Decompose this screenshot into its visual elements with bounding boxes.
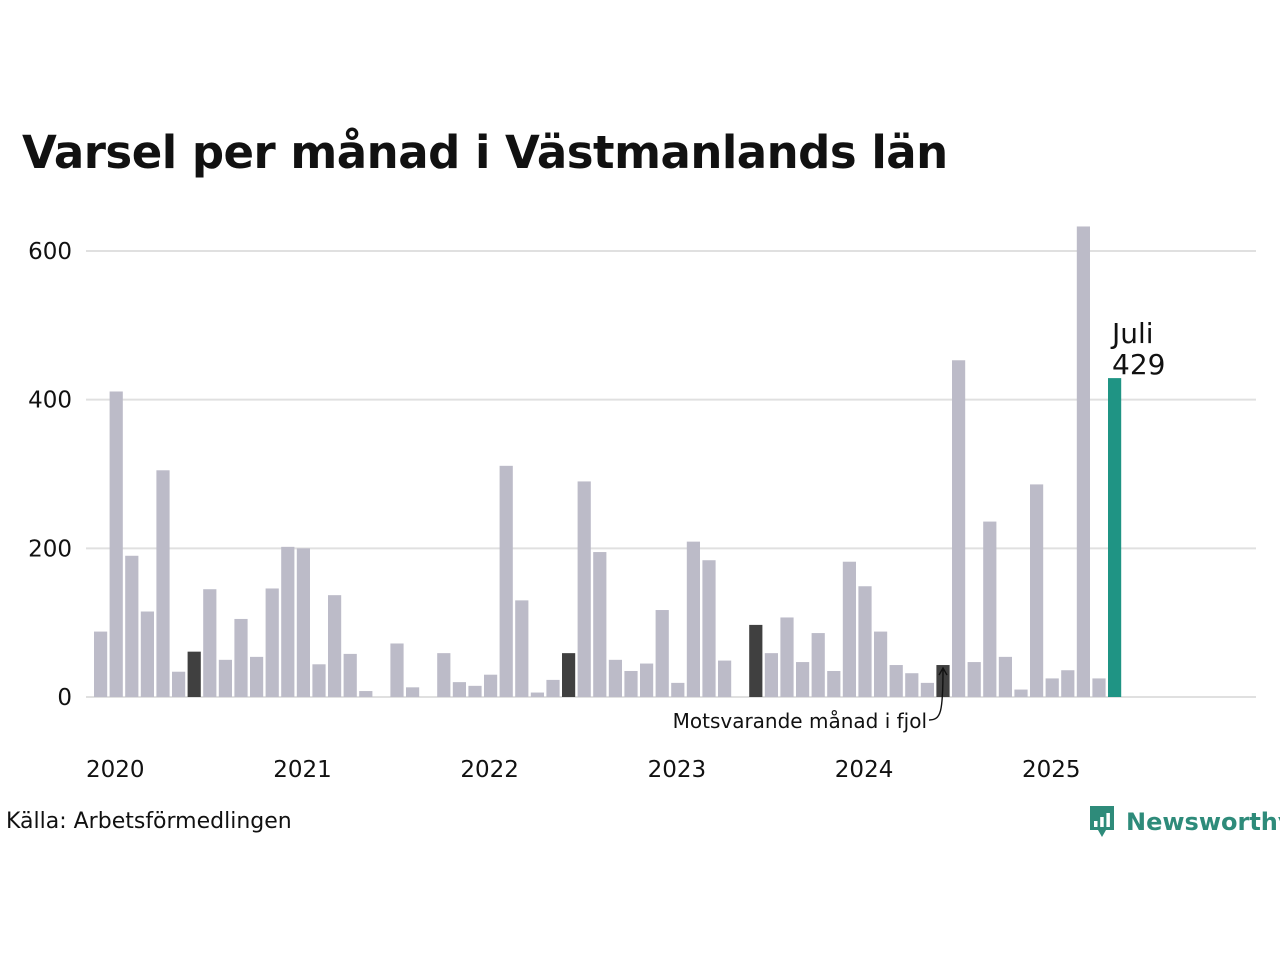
- bar: [234, 618, 248, 697]
- bar: [94, 631, 108, 697]
- highlight-label: Juli 429: [1110, 317, 1165, 381]
- bar: [920, 682, 934, 697]
- bar: [265, 588, 279, 697]
- bar: [484, 674, 498, 697]
- bar: [608, 659, 622, 697]
- gridlines: [86, 250, 1256, 698]
- bar: [811, 633, 825, 697]
- bar: [343, 653, 357, 697]
- y-tick-label: 600: [28, 239, 72, 265]
- bar: [858, 586, 872, 697]
- comparison-annotation: Motsvarande månad i fjol: [673, 709, 927, 733]
- x-tick-label: 2020: [86, 757, 145, 783]
- bar: [328, 595, 342, 697]
- bar: [546, 679, 560, 697]
- bar: [1030, 484, 1044, 697]
- annotation-group: Motsvarande månad i fjol: [673, 666, 948, 733]
- bar: [842, 561, 856, 697]
- comparison-bar: [562, 653, 576, 697]
- bar: [1045, 678, 1059, 697]
- bar: [203, 589, 217, 697]
- y-tick-label: 0: [57, 685, 72, 711]
- bar: [218, 659, 232, 697]
- bar: [889, 665, 903, 697]
- bar: [296, 548, 310, 697]
- bar: [827, 670, 841, 697]
- bar: [156, 470, 170, 697]
- y-axis-ticks: 0 200 400 600: [28, 239, 72, 711]
- bar: [172, 671, 186, 697]
- bar: [998, 656, 1012, 697]
- bar: [1076, 226, 1090, 697]
- highlight-month-label: Juli: [1110, 317, 1154, 350]
- bar: [764, 653, 778, 697]
- newsworthy-logo-icon: [1090, 806, 1114, 837]
- comparison-bar: [187, 651, 201, 697]
- bars: [94, 226, 1122, 697]
- x-tick-label: 2021: [273, 757, 332, 783]
- bar: [515, 600, 529, 697]
- bar: [452, 682, 466, 697]
- bar: [983, 521, 997, 697]
- bar: [718, 660, 732, 697]
- bar: [1014, 689, 1028, 697]
- annotation-arrowhead: [938, 666, 948, 676]
- bar: [952, 360, 966, 697]
- bar: [780, 617, 794, 697]
- bar: [874, 631, 888, 697]
- bar: [640, 663, 654, 697]
- bar: [702, 560, 716, 697]
- bar: [593, 552, 607, 697]
- x-tick-label: 2024: [835, 757, 894, 783]
- annotation-arrow: [928, 669, 944, 721]
- chart-title: Varsel per månad i Västmanlands län: [22, 126, 948, 179]
- y-tick-label: 200: [28, 536, 72, 562]
- bar: [686, 541, 700, 697]
- bar: [437, 653, 451, 697]
- bar: [125, 555, 139, 697]
- bar: [406, 687, 420, 697]
- x-tick-label: 2025: [1022, 757, 1081, 783]
- bar: [577, 481, 591, 697]
- bar: [312, 664, 326, 697]
- bar: [530, 692, 544, 697]
- x-axis-ticks: 2020 2021 2022 2023 2024 2025: [86, 757, 1081, 783]
- bar: [281, 546, 295, 697]
- brand-name: Newsworthy: [1126, 808, 1280, 836]
- bar: [796, 662, 810, 697]
- highlight-value-label: 429: [1112, 348, 1165, 381]
- bar: [967, 662, 981, 697]
- x-tick-label: 2023: [648, 757, 707, 783]
- y-tick-label: 400: [28, 388, 72, 414]
- source-note: Källa: Arbetsförmedlingen: [6, 809, 292, 834]
- bar: [390, 643, 404, 697]
- bar: [250, 656, 264, 697]
- x-tick-label: 2022: [460, 757, 519, 783]
- bar: [140, 611, 154, 697]
- bar: [499, 465, 513, 697]
- highlight-bar: [1108, 378, 1122, 697]
- bar: [624, 670, 638, 697]
- bar: [1061, 670, 1075, 697]
- bar: [359, 691, 373, 697]
- comparison-bar: [749, 624, 763, 697]
- bar: [655, 610, 669, 697]
- bar: [109, 391, 123, 697]
- bar: [1092, 678, 1106, 697]
- bar: [468, 685, 482, 697]
- brand-logo: Newsworthy: [1088, 804, 1280, 840]
- bar: [905, 673, 919, 697]
- bar: [671, 682, 685, 697]
